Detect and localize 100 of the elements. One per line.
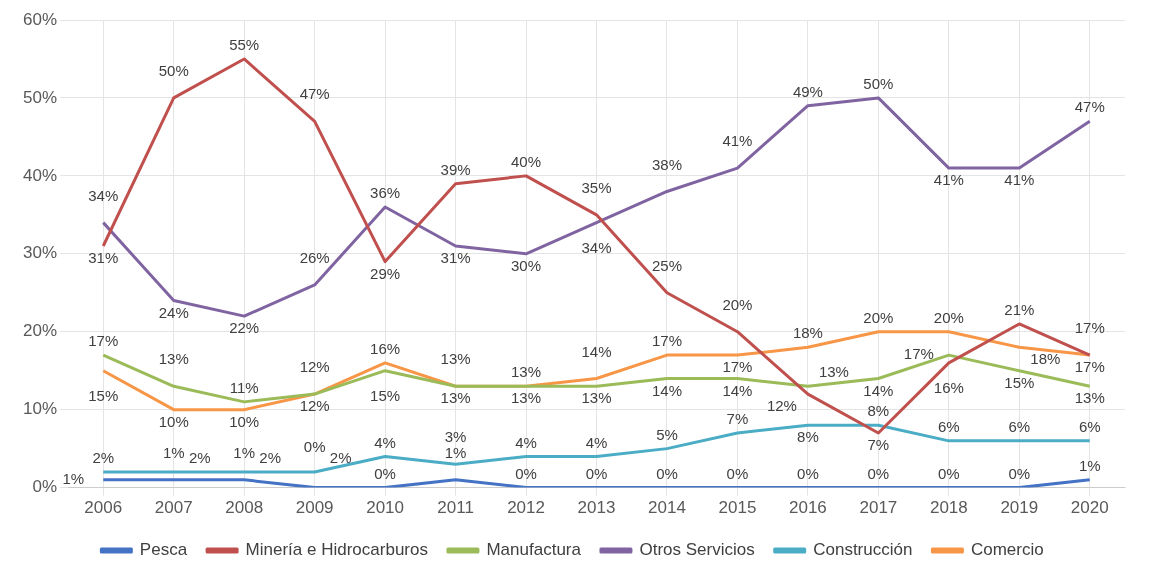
data-label: 13%	[581, 389, 612, 407]
data-label: 21%	[1004, 301, 1035, 319]
data-label: 13%	[511, 389, 542, 407]
data-label: 24%	[158, 303, 189, 321]
data-label: 41%	[722, 132, 753, 150]
x-tick-label: 2019	[1000, 498, 1039, 518]
legend-label: Otros Servicios	[639, 540, 755, 560]
data-label: 12%	[766, 397, 797, 415]
data-label: 29%	[370, 264, 401, 282]
y-tick-label: 10%	[22, 399, 58, 419]
data-label: 0%	[656, 464, 678, 482]
legend-label: Minería e Hidrocarburos	[245, 540, 428, 560]
data-label: 0%	[585, 464, 608, 482]
data-label: 2%	[92, 449, 115, 467]
data-label: 12%	[299, 397, 330, 415]
data-label: 16%	[370, 340, 401, 358]
y-tick-label: 0%	[32, 477, 58, 497]
data-label: 0%	[726, 464, 749, 482]
data-label: 7%	[726, 410, 749, 428]
data-label: 1%	[233, 443, 256, 461]
data-label: 0%	[797, 464, 819, 482]
data-label: 6%	[1008, 417, 1031, 435]
data-label: 0%	[515, 464, 537, 482]
data-label: 14%	[722, 381, 753, 399]
data-label: 2%	[188, 449, 211, 467]
data-label: 39%	[440, 160, 471, 178]
x-tick-label: 2008	[225, 498, 264, 518]
data-label: 17%	[1074, 319, 1105, 337]
data-label: 22%	[229, 319, 260, 337]
data-label: 50%	[158, 62, 189, 80]
data-label: 0%	[303, 437, 326, 455]
x-tick-label: 2006	[84, 498, 123, 518]
data-label: 41%	[933, 171, 964, 189]
x-tick-label: 2011	[437, 498, 474, 518]
x-tick-label: 2009	[295, 498, 334, 518]
data-label: 0%	[867, 464, 890, 482]
y-tick-label: 50%	[22, 87, 58, 107]
data-label: 47%	[299, 85, 330, 103]
data-label: 18%	[792, 324, 823, 342]
data-label: 4%	[515, 433, 537, 451]
data-label: 15%	[88, 386, 119, 404]
data-label: 4%	[585, 433, 608, 451]
data-label: 14%	[581, 342, 612, 360]
legend-label: Comercio	[970, 540, 1044, 560]
data-label: 13%	[440, 350, 471, 368]
data-label: 13%	[440, 389, 471, 407]
x-tick-label: 2016	[788, 498, 827, 518]
data-label: 13%	[1074, 389, 1105, 407]
data-label: 10%	[158, 412, 189, 430]
data-label: 4%	[374, 433, 396, 451]
data-label: 6%	[1078, 417, 1101, 435]
data-label: 35%	[581, 178, 612, 196]
data-label: 17%	[88, 332, 119, 350]
data-label: 1%	[162, 443, 185, 461]
data-label: 17%	[1074, 358, 1105, 376]
x-tick-label: 2017	[859, 498, 898, 518]
data-label: 3%	[444, 428, 467, 446]
data-label: 14%	[651, 381, 682, 399]
data-label: 17%	[903, 345, 934, 363]
data-label: 50%	[863, 75, 894, 93]
data-label: 7%	[867, 436, 890, 454]
data-label: 41%	[1004, 171, 1035, 189]
y-tick-label: 40%	[22, 165, 58, 185]
data-label: 5%	[656, 425, 678, 443]
data-label: 0%	[937, 464, 960, 482]
data-label: 14%	[863, 381, 894, 399]
data-label: 1%	[444, 443, 467, 461]
x-tick-label: 2015	[718, 498, 757, 518]
data-label: 31%	[440, 249, 471, 267]
data-label: 13%	[511, 363, 542, 381]
data-label: 17%	[722, 358, 753, 376]
data-label: 20%	[722, 295, 753, 313]
data-label: 1%	[62, 469, 85, 487]
x-tick-label: 2014	[648, 498, 686, 518]
legend-label: Pesca	[139, 540, 188, 560]
data-label: 12%	[299, 358, 330, 376]
data-label: 47%	[1074, 98, 1105, 116]
data-label: 18%	[1030, 350, 1061, 368]
legend-label: Construcción	[813, 540, 913, 560]
data-label: 6%	[937, 417, 960, 435]
data-label: 31%	[88, 249, 119, 267]
data-label: 40%	[511, 153, 542, 171]
data-label: 0%	[374, 464, 396, 482]
data-label: 16%	[933, 379, 964, 397]
data-label: 36%	[370, 184, 401, 202]
data-label: 20%	[933, 308, 964, 326]
data-label: 20%	[863, 308, 894, 326]
data-label: 0%	[1008, 464, 1031, 482]
data-label: 13%	[818, 363, 849, 381]
x-tick-label: 2012	[507, 498, 545, 518]
x-tick-label: 2018	[929, 498, 968, 518]
data-label: 49%	[792, 82, 823, 100]
y-tick-label: 30%	[22, 243, 58, 263]
data-label: 15%	[370, 386, 401, 404]
x-tick-label: 2020	[1070, 498, 1109, 518]
data-label: 11%	[229, 379, 259, 397]
data-label: 2%	[329, 449, 352, 467]
data-label: 8%	[797, 428, 819, 446]
y-tick-label: 20%	[22, 321, 58, 341]
data-label: 25%	[651, 256, 682, 274]
